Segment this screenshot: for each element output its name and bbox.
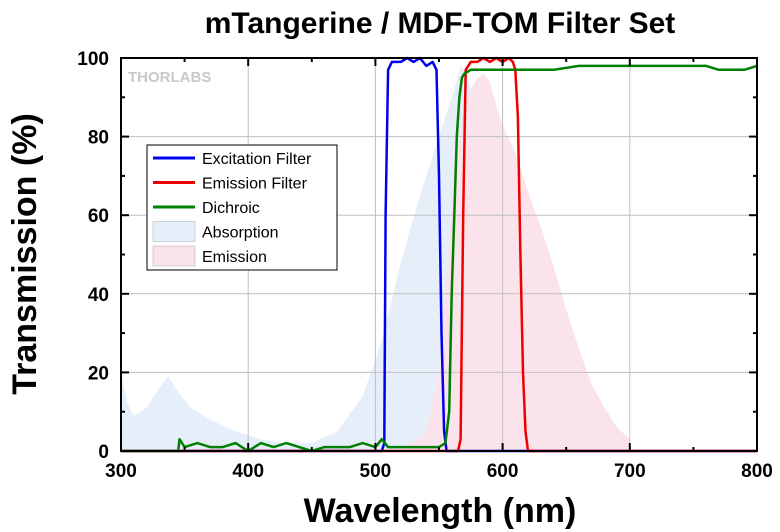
y-tick-labels: 0 20 40 60 80 100	[77, 49, 109, 463]
legend-label-emission: Emission	[202, 249, 267, 266]
chart-title: mTangerine / MDF-TOM Filter Set	[205, 7, 676, 40]
thorlabs-watermark: THORLABS	[128, 69, 211, 86]
legend-label-dichroic: Dichroic	[202, 200, 260, 217]
legend-label-emission-filter: Emission Filter	[202, 176, 308, 193]
y-tick-label: 60	[88, 206, 109, 227]
x-tick-label: 300	[105, 461, 137, 482]
x-tick-label: 400	[232, 461, 264, 482]
legend-swatch-absorption	[152, 221, 196, 242]
x-axis-label: Wavelength (nm)	[304, 492, 577, 530]
y-tick-label: 0	[98, 442, 109, 463]
x-tick-label: 700	[614, 461, 646, 482]
y-tick-label: 80	[88, 128, 109, 149]
y-axis-label: Transmission (%)	[6, 113, 44, 395]
spectrum-areas	[121, 65, 630, 452]
area-absorption	[121, 65, 529, 452]
axis-ticks	[120, 57, 758, 452]
legend-swatch-emission	[152, 245, 196, 267]
y-tick-label: 20	[88, 363, 109, 384]
y-tick-label: 100	[77, 49, 109, 70]
legend-label-absorption: Absorption	[202, 225, 279, 242]
legend: Excitation Filter Emission Filter Dichroic…	[146, 144, 338, 271]
line-emission-filter	[121, 56, 757, 453]
y-tick-label: 40	[88, 285, 109, 306]
area-emission	[400, 73, 630, 451]
x-tick-labels: 300 400 500 600 700 800	[105, 461, 773, 482]
x-tick-label: 600	[487, 461, 519, 482]
x-tick-label: 800	[741, 461, 773, 482]
x-tick-label: 500	[360, 461, 392, 482]
legend-label-excitation-filter: Excitation Filter	[202, 151, 312, 168]
line-dichroic	[121, 64, 758, 453]
